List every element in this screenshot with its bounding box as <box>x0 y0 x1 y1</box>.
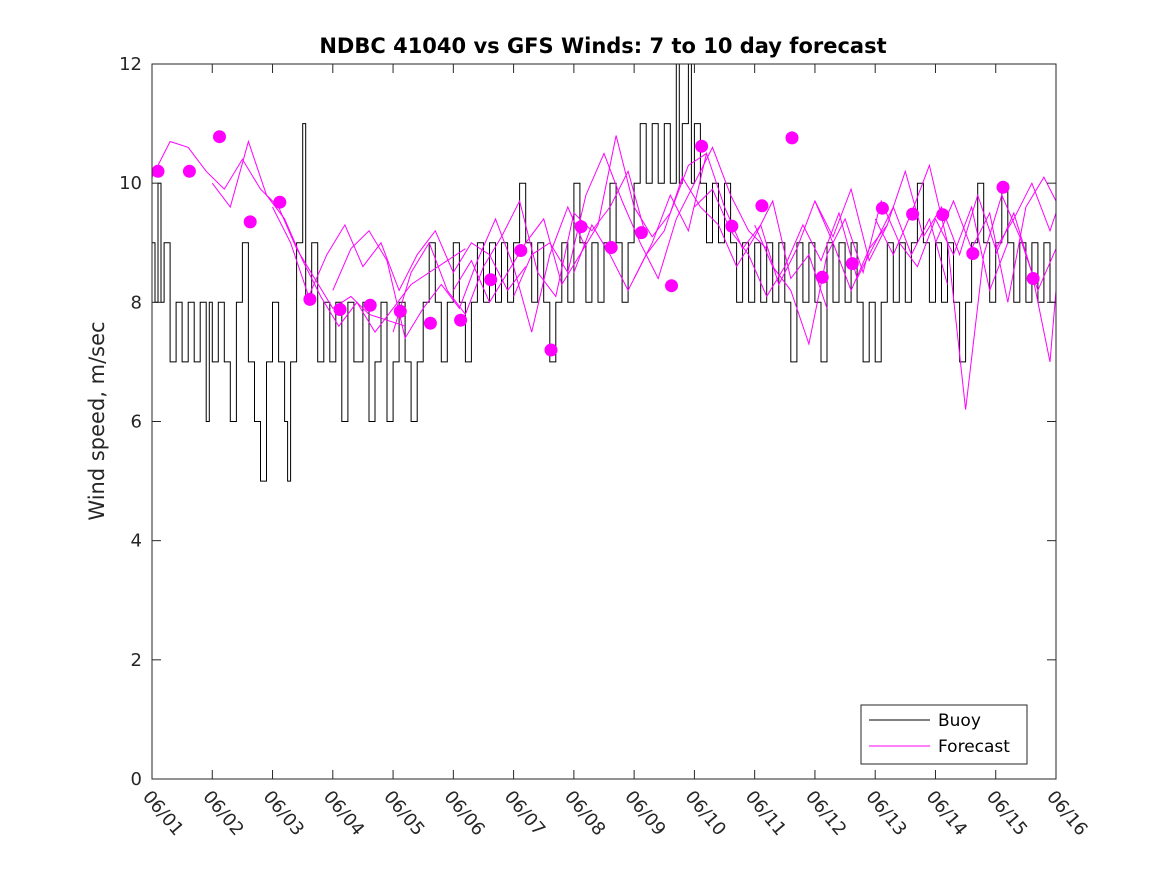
y-tick-label: 8 <box>131 292 142 313</box>
buoy-series <box>152 63 1057 482</box>
forecast-line <box>513 146 768 297</box>
forecast-marker <box>423 316 437 330</box>
x-tick-label: 06/03 <box>259 787 308 840</box>
y-tick-label: 6 <box>131 412 142 433</box>
forecast-marker <box>243 215 257 229</box>
y-tick-label: 2 <box>131 650 142 671</box>
y-tick-label: 4 <box>131 531 142 552</box>
forecast-marker <box>273 195 287 209</box>
x-tick-label: 06/08 <box>560 787 609 840</box>
x-tick-label: 06/09 <box>620 787 669 840</box>
y-tick-label: 12 <box>119 54 142 75</box>
y-axis-ticks: 0 2 4 6 8 10 12 <box>119 54 1056 790</box>
buoy-line <box>152 63 1057 482</box>
x-tick-label: 06/07 <box>500 787 549 840</box>
forecast-marker <box>303 292 317 306</box>
x-tick-label: 06/12 <box>801 787 850 840</box>
y-tick-label: 10 <box>119 173 142 194</box>
forecast-marker <box>213 130 226 144</box>
legend-buoy-label: Buoy <box>938 711 981 731</box>
forecast-marker <box>755 199 769 213</box>
x-tick-label: 06/11 <box>741 787 790 840</box>
forecast-marker <box>815 270 829 284</box>
forecast-line <box>754 199 1009 346</box>
x-tick-label: 06/14 <box>922 787 971 840</box>
chart-title: NDBC 41040 vs GFS Winds: 7 to 10 day for… <box>319 34 886 58</box>
x-tick-label: 06/13 <box>861 787 910 840</box>
forecast-marker <box>845 257 859 271</box>
forecast-line <box>874 163 1057 410</box>
forecast-marker <box>725 219 739 233</box>
y-axis-label: Wind speed, m/sec <box>85 321 109 520</box>
forecast-marker <box>151 164 165 178</box>
forecast-marker <box>454 313 468 327</box>
x-tick-label: 06/05 <box>379 787 428 840</box>
forecast-line <box>452 135 707 304</box>
forecast-marker <box>574 220 588 234</box>
forecast-series <box>151 135 1057 410</box>
x-tick-label: 06/02 <box>198 787 247 840</box>
forecast-marker <box>634 226 648 240</box>
x-tick-label: 06/06 <box>440 787 489 840</box>
forecast-line <box>211 139 466 333</box>
forecast-marker <box>604 241 618 254</box>
forecast-marker <box>1026 272 1040 285</box>
forecast-marker <box>785 131 799 145</box>
forecast-line <box>633 151 888 292</box>
forecast-marker <box>996 180 1010 194</box>
forecast-line <box>272 206 527 298</box>
forecast-marker <box>544 343 558 357</box>
forecast-marker <box>363 298 377 312</box>
forecast-marker <box>936 208 950 222</box>
forecast-marker <box>695 139 709 153</box>
legend-forecast-label: Forecast <box>938 737 1010 757</box>
y-tick-label: 0 <box>131 769 142 790</box>
forecast-marker <box>484 273 498 287</box>
x-tick-label: 06/10 <box>681 787 730 840</box>
forecast-line <box>573 176 828 309</box>
forecast-line <box>392 169 647 333</box>
forecast-line <box>814 169 1057 263</box>
x-tick-label: 06/01 <box>138 787 187 840</box>
legend-box <box>860 704 1028 765</box>
forecast-marker <box>514 244 528 257</box>
x-tick-label: 06/16 <box>1042 787 1091 840</box>
x-tick-label: 06/04 <box>319 787 368 840</box>
forecast-markers <box>151 130 1040 357</box>
forecast-marker <box>182 164 196 178</box>
forecast-marker <box>393 304 407 318</box>
forecast-marker <box>966 247 980 260</box>
forecast-marker <box>875 201 889 215</box>
forecast-marker <box>333 303 347 316</box>
forecast-marker <box>665 279 678 293</box>
legend: Buoy Forecast <box>860 704 1028 765</box>
forecast-marker <box>906 207 920 221</box>
forecast-line <box>694 188 948 298</box>
forecast-line <box>935 176 1057 303</box>
x-tick-label: 06/15 <box>982 787 1031 840</box>
